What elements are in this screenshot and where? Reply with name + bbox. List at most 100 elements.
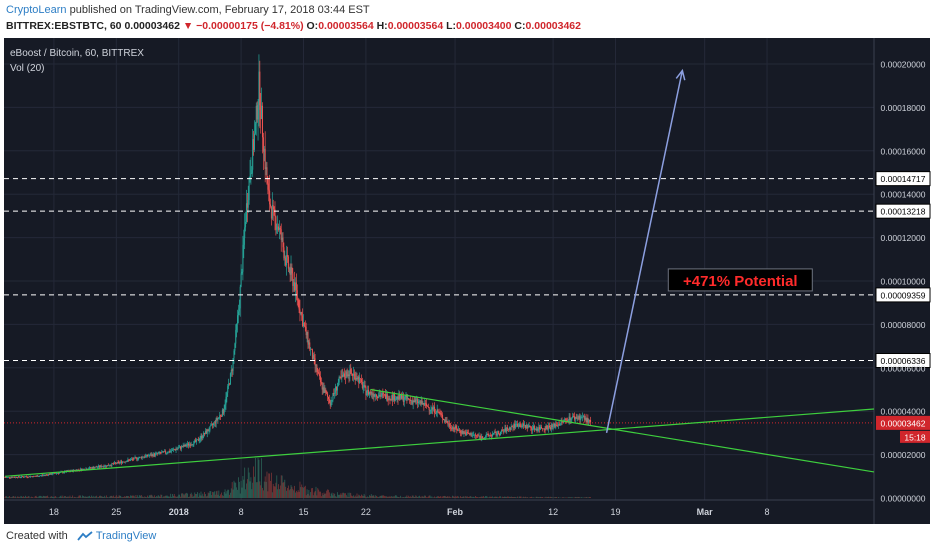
candle-body <box>24 476 26 478</box>
volume-bar <box>257 458 259 498</box>
volume-bar <box>353 495 354 498</box>
candle-body <box>381 393 383 396</box>
candle-body <box>18 476 20 477</box>
volume-bar <box>460 497 462 498</box>
candle-body <box>267 183 269 190</box>
candle-body <box>590 420 592 423</box>
volume-bar <box>533 497 534 498</box>
volume-bar <box>567 497 569 498</box>
volume-bar <box>356 493 358 498</box>
volume-bar <box>109 496 111 498</box>
close-label: C: <box>514 20 526 32</box>
volume-bar <box>448 497 450 498</box>
volume-bar <box>176 496 178 498</box>
candle-body <box>20 477 22 478</box>
volume-bar <box>413 497 415 498</box>
volume-bar <box>122 497 123 498</box>
volume-bar <box>33 497 35 498</box>
volume-bar <box>511 497 513 498</box>
candle-body <box>49 473 51 475</box>
volume-bar <box>358 494 360 498</box>
volume-bar <box>199 495 201 498</box>
volume-bar <box>563 497 565 498</box>
volume-bar <box>77 496 79 498</box>
candle-body <box>187 443 189 446</box>
volume-bar <box>45 496 47 498</box>
tradingview-link[interactable]: TradingView <box>95 530 157 542</box>
volume-bar <box>62 495 64 498</box>
candle-body <box>358 376 360 383</box>
candle-body <box>193 441 195 445</box>
candle-body <box>29 476 31 478</box>
candle-body <box>159 452 161 453</box>
volume-bar <box>502 497 504 498</box>
candle-body <box>526 424 528 429</box>
volume-bar <box>407 497 409 498</box>
candle-body <box>245 222 247 228</box>
candle-body <box>207 429 209 432</box>
candle-body <box>569 416 571 421</box>
volume-bar <box>138 497 140 498</box>
candle-body <box>342 375 344 377</box>
candle-body <box>45 474 47 476</box>
chart-title: eBoost / Bitcoin, 60, BITTREX <box>10 48 144 59</box>
candle-body <box>354 373 356 380</box>
candle-body <box>472 435 474 436</box>
volume-bar <box>585 497 587 498</box>
candle-body <box>459 430 461 433</box>
volume-bar <box>355 496 357 498</box>
candle-body <box>270 204 272 207</box>
candle-body <box>100 465 102 468</box>
candle-body <box>121 461 123 464</box>
volume-bar <box>442 496 443 498</box>
candle-body <box>577 417 579 419</box>
candle-body <box>179 446 181 449</box>
volume-bar <box>503 496 505 498</box>
candle-body <box>12 477 14 478</box>
candle-body <box>39 475 41 477</box>
chart-area[interactable]: 0.00014717 0.00013218 0.00009359 0.00006336… <box>0 36 932 524</box>
volume-bar <box>247 467 249 498</box>
volume-bar <box>517 496 518 498</box>
volume-bar <box>92 495 94 498</box>
volume-bar <box>484 497 485 498</box>
volume-bar <box>74 496 75 498</box>
volume-bar <box>184 493 186 498</box>
volume-bar <box>396 496 398 498</box>
volume-bar <box>354 495 356 498</box>
candle-body <box>288 268 290 270</box>
volume-bar <box>7 497 8 498</box>
candle-body <box>82 468 84 470</box>
volume-bar <box>262 487 263 498</box>
candle-body <box>266 167 268 184</box>
candle-body <box>391 395 393 401</box>
candle-body <box>519 424 521 427</box>
candle-body <box>516 423 518 425</box>
volume-bar <box>75 497 77 498</box>
candle-body <box>188 444 190 446</box>
volume-bar <box>320 496 322 498</box>
candle-body <box>475 435 477 437</box>
volume-bar <box>380 495 382 498</box>
volume-bar <box>556 497 558 498</box>
volume-bar <box>350 493 352 498</box>
volume-bar <box>125 495 127 498</box>
volume-bar <box>34 496 36 498</box>
volume-bar <box>237 489 238 498</box>
candle-body <box>149 454 151 456</box>
volume-bar <box>19 497 21 498</box>
volume-bar <box>108 497 110 498</box>
candle-body <box>216 418 218 420</box>
volume-bar <box>415 495 417 498</box>
candle-body <box>341 375 343 378</box>
candle-body <box>304 325 306 327</box>
volume-bar <box>83 496 85 498</box>
candle-body <box>557 425 559 426</box>
price-chart[interactable]: 0.00014717 0.00013218 0.00009359 0.00006336… <box>0 36 932 524</box>
candle-body <box>370 391 372 394</box>
volume-bar <box>500 496 501 498</box>
author-link[interactable]: CryptoLearn <box>6 4 67 16</box>
volume-bar <box>574 496 576 498</box>
candle-body <box>139 456 141 458</box>
candle-body <box>550 424 552 430</box>
